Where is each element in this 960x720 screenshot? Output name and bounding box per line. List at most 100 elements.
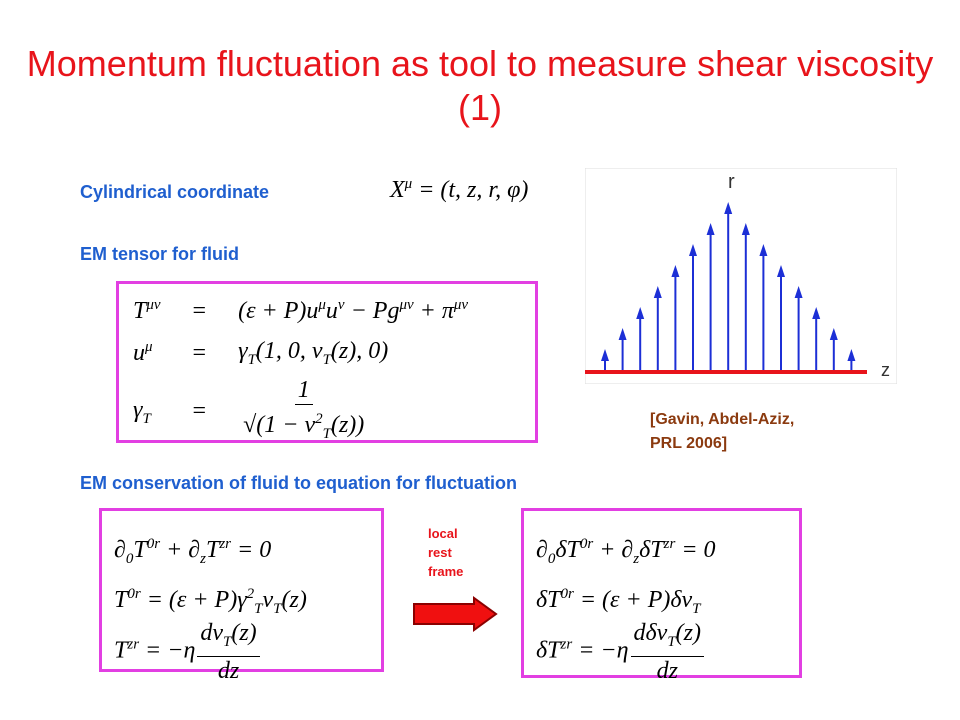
equation: Xμ = (t, z, r, φ) <box>390 176 528 204</box>
fraction: dvT(z) dz <box>197 619 260 685</box>
arrow-head <box>601 349 609 361</box>
equation-line: δTzr = −η dδvT(z) dz <box>536 619 799 684</box>
figure-frame <box>585 168 897 384</box>
arrows <box>601 202 856 372</box>
math-text: (z) <box>675 620 701 646</box>
equations: ∂0T0r + ∂zTzr = 0 T0r = (ε + P)γ2TvT(z) Tz… <box>114 519 381 684</box>
math-text: (z), 0) <box>330 337 389 364</box>
math-text: = −η <box>572 637 629 664</box>
math-text: X <box>390 177 405 203</box>
math-text: dz <box>656 657 678 684</box>
math-text: T <box>114 587 128 613</box>
subscript: 0 <box>547 550 556 567</box>
arrow-head <box>794 286 803 298</box>
superscript: zr <box>127 636 140 653</box>
math-text: dδv <box>633 620 668 646</box>
superscript: 0r <box>146 536 161 552</box>
equation-line: ∂0T0r + ∂zTzr = 0 <box>114 519 381 569</box>
equation-row: Tμν = (ε + P)uμuν − Pgμν + πμν <box>123 290 478 332</box>
superscript: 0r <box>560 586 574 602</box>
arrow-head <box>741 223 750 235</box>
math-text: T <box>205 537 220 563</box>
arrow-head <box>653 286 662 298</box>
denominator: dz <box>654 657 681 685</box>
superscript: μν <box>453 297 469 313</box>
arrow-head <box>759 244 768 256</box>
subscript: 0 <box>125 550 134 567</box>
math-text: (1, 0, v <box>255 337 323 364</box>
math-text: (ε + P)u <box>238 298 319 324</box>
numerator: 1 <box>294 376 313 405</box>
math-text: δT <box>639 537 664 563</box>
equation-box: Tμν = (ε + P)uμuν − Pgμν + πμν uμ = γT(1, 0, … <box>116 281 538 443</box>
superscript: zr <box>219 536 232 552</box>
denominator: √(1 − v2T(z)) <box>240 405 367 448</box>
numerator: dvT(z) <box>197 619 260 657</box>
label: EM tensor for fluid <box>80 244 239 264</box>
math-text: = 0 <box>675 537 716 563</box>
equation-row: γT = 1 √(1 − v2T(z)) <box>123 374 478 450</box>
equation-line: ∂0δT0r + ∂zδTzr = 0 <box>536 519 799 569</box>
figure: r z <box>585 168 897 384</box>
math-text: = (ε + P)γ <box>140 587 247 613</box>
subscript: T <box>322 425 331 442</box>
subscript: T <box>247 351 256 368</box>
rhs: (ε + P)uμuν − Pgμν + πμν <box>228 290 478 332</box>
subscript: z <box>200 550 206 567</box>
subscript: T <box>667 633 676 650</box>
math-text: + ∂ <box>160 537 201 563</box>
superscript: μ <box>318 297 326 313</box>
subscript: T <box>322 351 331 368</box>
math-text: δT <box>536 587 561 613</box>
math-text: = (ε + P)δv <box>573 587 693 613</box>
superscript: ν <box>337 297 345 313</box>
math-text: (z)) <box>330 412 365 438</box>
citation-line: [Gavin, Abdel-Aziz, <box>650 411 795 428</box>
math-text: T <box>114 637 128 664</box>
superscript: zr <box>663 536 676 552</box>
math-text: ∂ <box>114 537 126 563</box>
operator: = <box>192 297 207 324</box>
superscript: 0r <box>127 586 141 602</box>
lhs: Tμν <box>123 290 171 332</box>
label: EM conservation of fluid to equation for… <box>80 473 517 493</box>
math-text: T <box>133 298 147 324</box>
equation-table: Tμν = (ε + P)uμuν − Pgμν + πμν uμ = γT(1, 0, … <box>123 290 478 450</box>
math-text: = (t, z, r, φ) <box>412 177 529 203</box>
rhs: γT(1, 0, vT(z), 0) <box>228 332 478 374</box>
superscript: zr <box>560 636 573 653</box>
superscript: 2 <box>246 586 255 602</box>
rhs: 1 √(1 − v2T(z)) <box>228 374 478 450</box>
math-text: γ <box>133 396 143 423</box>
lhs: γT <box>123 374 171 450</box>
superscript: μν <box>399 297 414 313</box>
equation-line: Tzr = −η dvT(z) dz <box>114 619 381 684</box>
arrow-label: local rest frame <box>428 524 463 581</box>
operator: = <box>192 339 207 366</box>
arrow <box>413 596 498 632</box>
arrow-head <box>689 244 697 256</box>
math-text: u <box>325 298 338 324</box>
subscript: T <box>223 633 232 650</box>
superscript: μ <box>404 176 413 192</box>
math-text: dv <box>200 620 223 646</box>
arrow-shape <box>413 596 498 632</box>
math-text: ∂ <box>536 537 548 563</box>
equations: ∂0δT0r + ∂zδTzr = 0 δT0r = (ε + P)δvT δTzr… <box>536 519 799 684</box>
arrow-head <box>706 223 715 235</box>
math-text: γ <box>238 337 248 364</box>
math-text: v <box>262 587 274 613</box>
math-text: (z) <box>281 587 307 613</box>
arrow-head <box>847 349 856 361</box>
equation-box: ∂0T0r + ∂zTzr = 0 T0r = (ε + P)γ2TvT(z) Tz… <box>99 508 384 684</box>
citation: [Gavin, Abdel-Aziz, PRL 2006] <box>650 408 794 456</box>
denominator: dz <box>215 657 242 685</box>
superscript: μν <box>146 297 161 313</box>
math-text: dz <box>217 657 240 684</box>
fraction: 1 √(1 − v2T(z)) <box>240 376 367 448</box>
subscript: T <box>692 600 701 617</box>
title: Momentum fluctuation as tool to measure … <box>26 43 934 128</box>
arrow-head <box>618 328 627 340</box>
label: Cylindrical coordinate <box>80 182 270 202</box>
arrow-label-line: frame <box>428 564 464 579</box>
